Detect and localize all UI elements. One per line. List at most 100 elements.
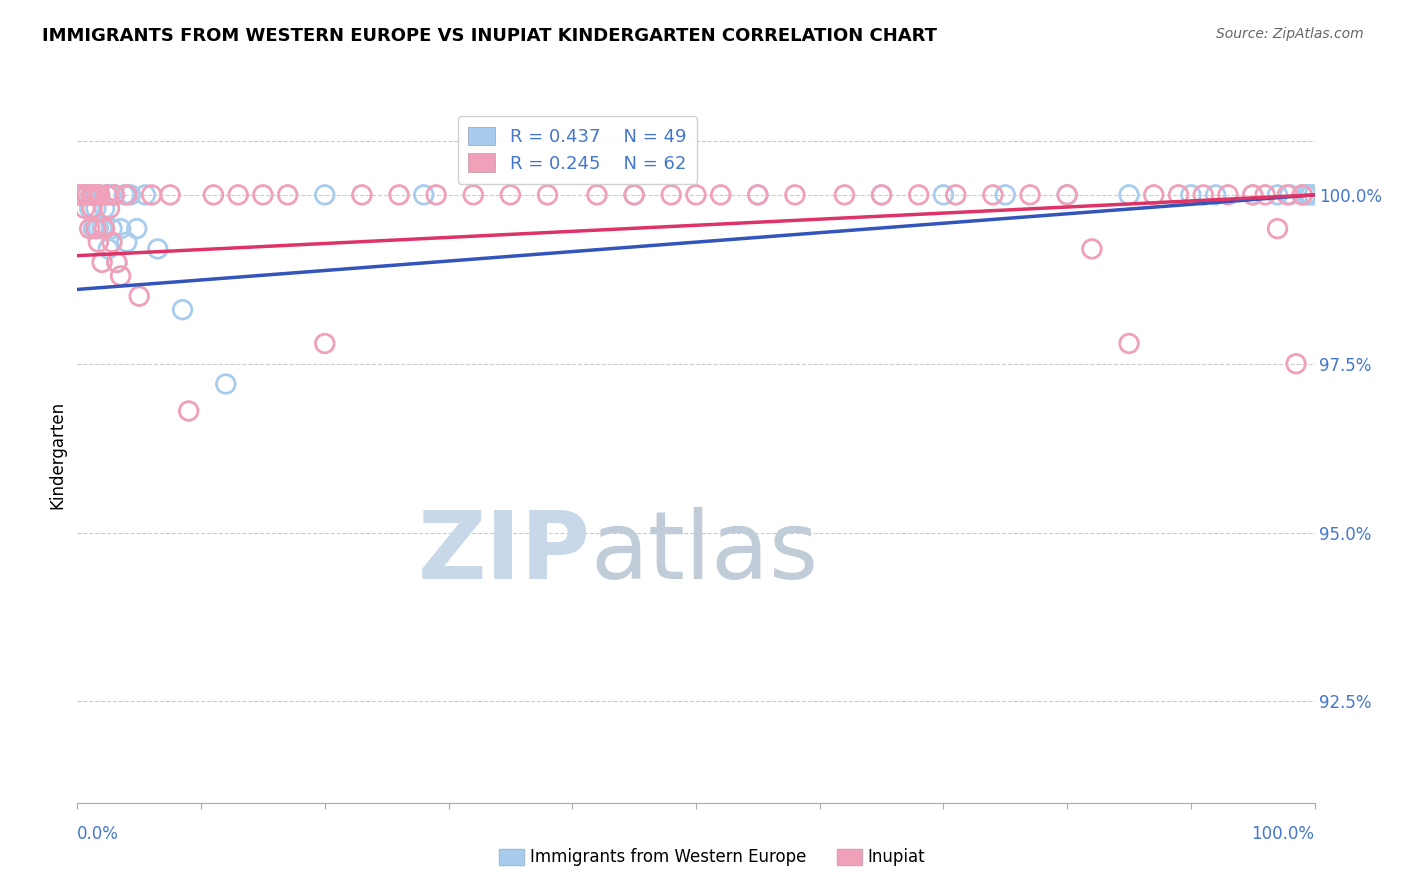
Point: [314, 336, 336, 351]
Point: [97, 242, 120, 256]
Point: [112, 187, 135, 202]
Point: [73, 202, 96, 216]
Point: [659, 187, 682, 202]
Point: [86, 187, 108, 202]
Point: [76, 187, 98, 202]
Point: [89, 187, 111, 202]
Point: [100, 187, 122, 202]
Point: [125, 221, 148, 235]
Point: [1291, 187, 1313, 202]
Point: [103, 187, 125, 202]
Point: [110, 268, 132, 283]
Point: [76, 187, 98, 202]
Point: [1216, 187, 1239, 202]
Point: [159, 187, 181, 202]
Point: [226, 187, 249, 202]
Point: [73, 187, 96, 202]
Point: [98, 202, 121, 216]
Point: [314, 187, 336, 202]
Point: [1254, 187, 1277, 202]
Point: [1295, 187, 1317, 202]
Point: [1278, 187, 1301, 202]
Point: [981, 187, 1004, 202]
Point: [105, 255, 128, 269]
Point: [945, 187, 967, 202]
Point: [215, 376, 238, 391]
Point: [80, 187, 103, 202]
Point: [96, 187, 118, 202]
Point: [1285, 357, 1308, 371]
Point: [870, 187, 893, 202]
Y-axis label: Kindergarten: Kindergarten: [48, 401, 66, 509]
Point: [103, 187, 125, 202]
Point: [83, 187, 105, 202]
Point: [141, 187, 163, 202]
Point: [1192, 187, 1215, 202]
Point: [91, 221, 114, 235]
Point: [277, 187, 299, 202]
Point: [172, 302, 194, 317]
Point: [932, 187, 955, 202]
Text: Immigrants from Western Europe: Immigrants from Western Europe: [530, 848, 807, 866]
Point: [1267, 221, 1289, 235]
Point: [72, 187, 94, 202]
Point: [412, 187, 434, 202]
Point: [110, 221, 132, 235]
Text: 0.0%: 0.0%: [77, 825, 120, 843]
Point: [86, 187, 108, 202]
Point: [907, 187, 929, 202]
Point: [586, 187, 609, 202]
Point: [1118, 336, 1140, 351]
Point: [747, 187, 769, 202]
Point: [994, 187, 1017, 202]
Point: [536, 187, 558, 202]
Point: [1081, 242, 1104, 256]
Text: 100.0%: 100.0%: [1251, 825, 1315, 843]
Point: [1143, 187, 1166, 202]
Point: [1298, 187, 1320, 202]
Point: [1241, 187, 1264, 202]
Point: [870, 187, 893, 202]
Point: [1267, 187, 1289, 202]
Point: [1205, 187, 1227, 202]
Point: [120, 187, 142, 202]
Point: [84, 221, 107, 235]
Text: IMMIGRANTS FROM WESTERN EUROPE VS INUPIAT KINDERGARTEN CORRELATION CHART: IMMIGRANTS FROM WESTERN EUROPE VS INUPIA…: [42, 27, 938, 45]
Point: [1291, 187, 1313, 202]
Point: [93, 202, 115, 216]
Point: [252, 187, 274, 202]
Point: [82, 187, 104, 202]
Point: [1180, 187, 1202, 202]
Point: [101, 235, 124, 249]
Point: [1277, 187, 1299, 202]
Point: [1241, 187, 1264, 202]
Point: [1056, 187, 1078, 202]
Point: [499, 187, 522, 202]
Point: [202, 187, 225, 202]
Text: Inupiat: Inupiat: [868, 848, 925, 866]
Point: [1303, 187, 1326, 202]
Point: [96, 187, 118, 202]
Point: [134, 187, 156, 202]
Point: [93, 221, 115, 235]
Point: [463, 187, 485, 202]
Point: [1056, 187, 1078, 202]
Point: [1019, 187, 1042, 202]
Point: [1118, 187, 1140, 202]
Point: [115, 187, 138, 202]
Point: [82, 221, 104, 235]
Point: [84, 202, 107, 216]
Point: [425, 187, 447, 202]
Point: [82, 202, 104, 216]
Point: [87, 221, 110, 235]
Point: [623, 187, 645, 202]
Point: [747, 187, 769, 202]
Text: ZIP: ZIP: [418, 507, 591, 599]
Point: [101, 221, 124, 235]
Point: [710, 187, 733, 202]
Point: [128, 289, 150, 303]
Text: Source: ZipAtlas.com: Source: ZipAtlas.com: [1216, 27, 1364, 41]
Point: [685, 187, 707, 202]
Text: atlas: atlas: [591, 507, 818, 599]
Point: [1167, 187, 1189, 202]
